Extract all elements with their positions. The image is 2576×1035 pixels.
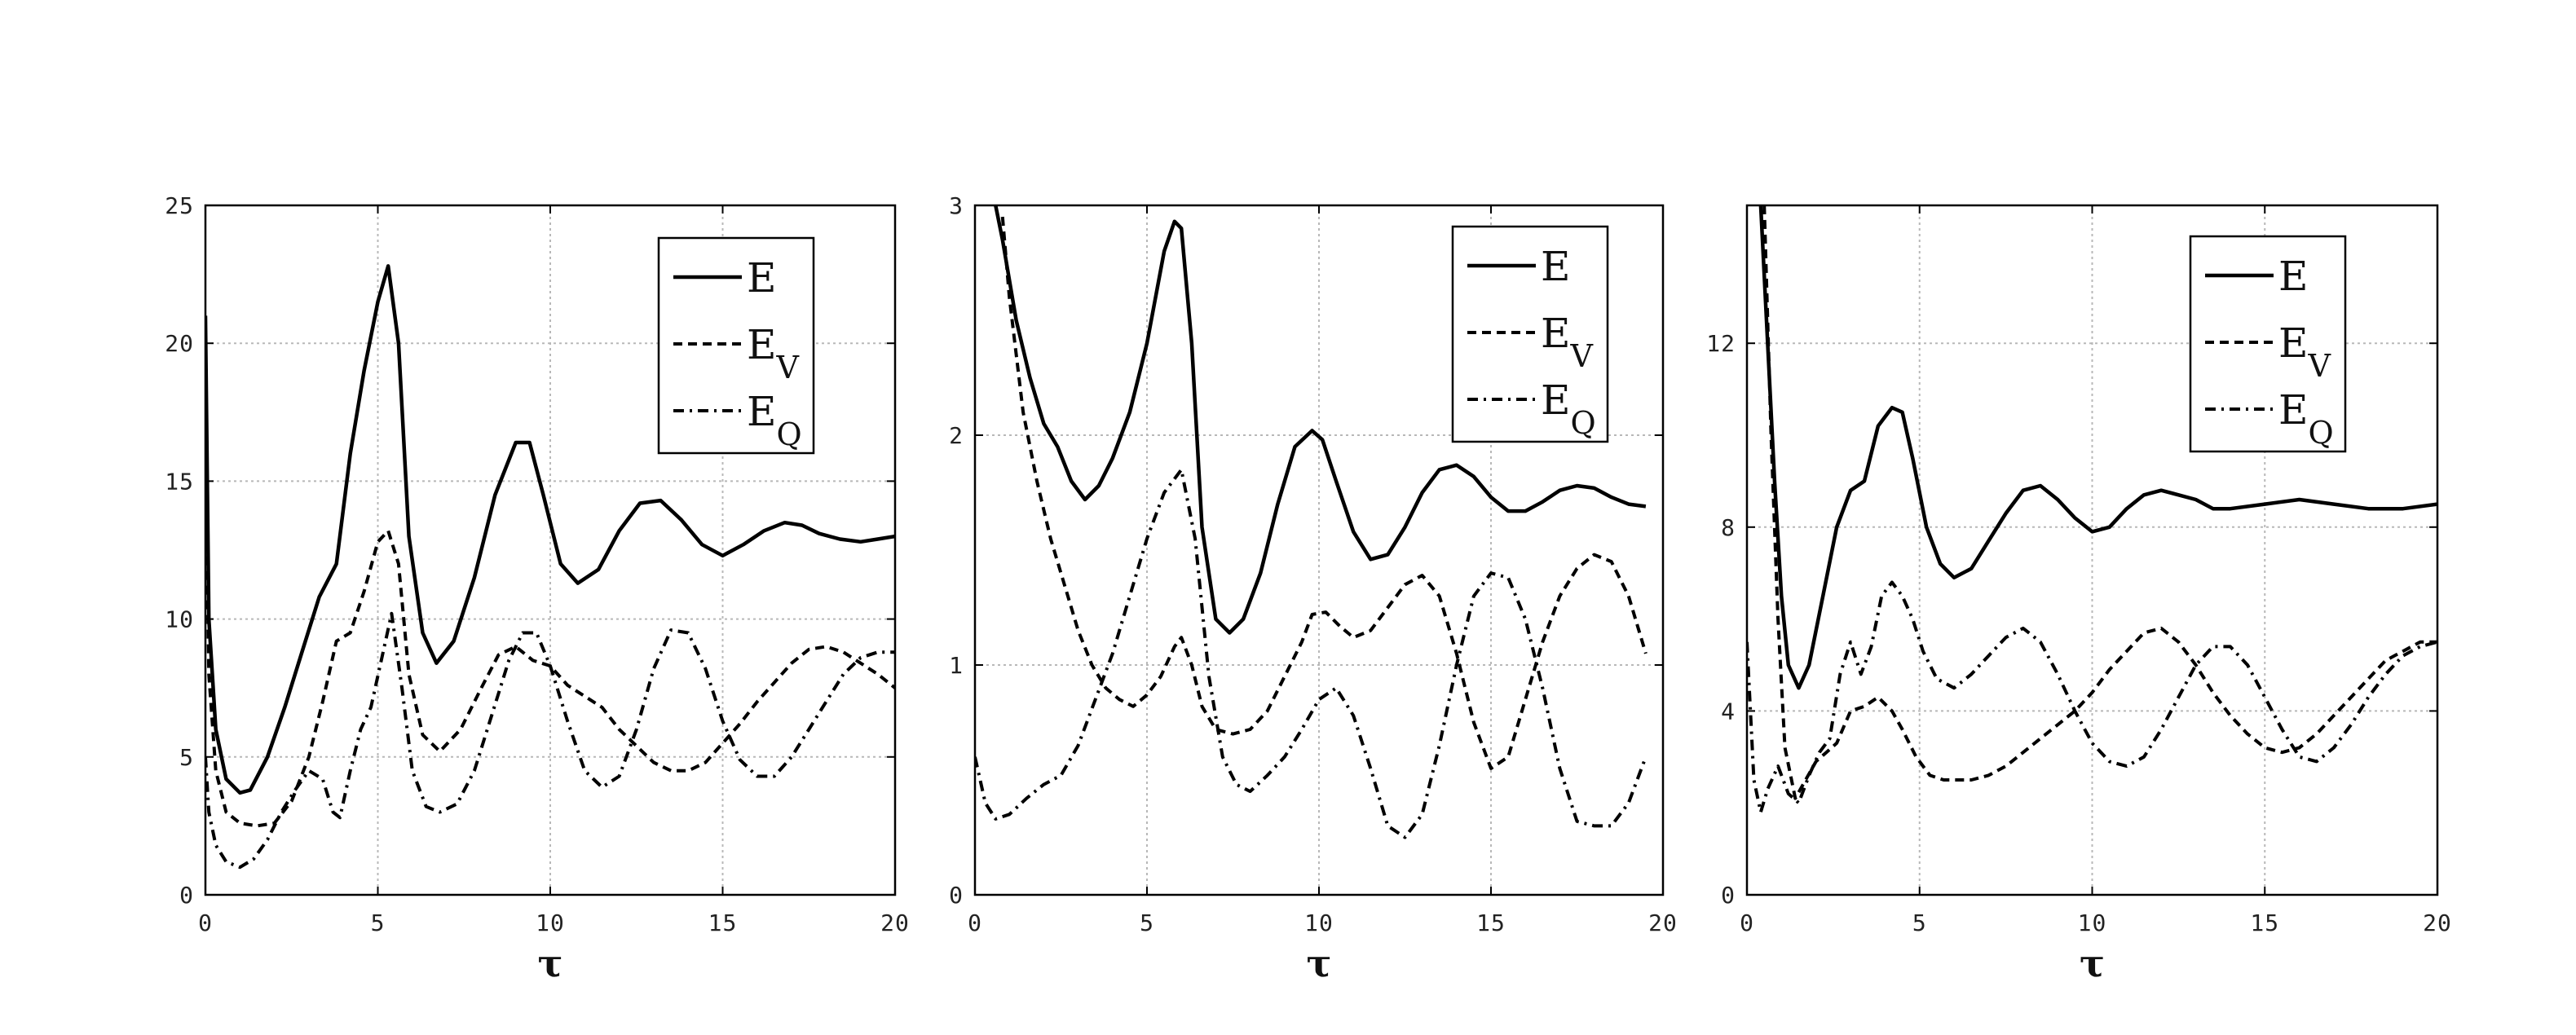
y-tick-label: 15	[165, 468, 194, 495]
legend-label: E	[747, 254, 777, 302]
series-line-e	[1758, 205, 2437, 690]
series-line-e	[205, 264, 895, 795]
plot-frame	[973, 204, 1665, 896]
y-tick-label: 5	[179, 744, 194, 771]
y-tick-label: 8	[1721, 514, 1736, 541]
legend-label: E	[2278, 253, 2309, 300]
y-tick-label: 12	[1706, 330, 1736, 357]
plot-frame	[204, 204, 897, 896]
x-tick-label: 20	[1648, 909, 1678, 936]
x-tick-label: 5	[1140, 909, 1154, 936]
x-tick-label: 15	[708, 909, 738, 936]
x-tick-label: 10	[2078, 909, 2107, 936]
x-tick-label: 10	[1304, 909, 1334, 936]
series-group	[975, 205, 1647, 839]
x-tick-label: 0	[968, 909, 982, 936]
x-tick-label: 10	[536, 909, 565, 936]
x-axis-label: τ	[2080, 941, 2105, 985]
series-line-e-q	[1747, 580, 2437, 814]
y-tick-label: 2	[949, 422, 964, 449]
series-line-e	[994, 205, 1647, 635]
legend-label: E	[1541, 243, 1571, 290]
plot-frame	[1745, 204, 2439, 896]
legend-label-subscript: Q	[1571, 405, 1596, 441]
y-tick-label: 1	[949, 652, 964, 679]
legend-label-subscript: Q	[777, 416, 802, 452]
y-tick-label: 3	[949, 192, 964, 219]
x-tick-label: 5	[371, 909, 386, 936]
series-line-e-v	[1762, 205, 2437, 800]
y-tick-label: 4	[1721, 698, 1736, 724]
x-tick-label: 0	[198, 909, 213, 936]
series-line-e-q	[975, 468, 1647, 839]
x-tick-label: 15	[1476, 909, 1506, 936]
x-axis-label: τ	[538, 941, 563, 985]
series-group	[1747, 205, 2437, 814]
series-line-e-v	[1000, 216, 1647, 770]
series-line-e-q	[205, 611, 895, 870]
x-tick-label: 20	[880, 909, 910, 936]
legend-label-subscript: V	[1570, 338, 1594, 374]
legend-label-subscript: V	[776, 350, 800, 385]
y-tick-label: 20	[165, 330, 194, 357]
series-group	[205, 264, 895, 870]
y-tick-label: 0	[179, 882, 194, 909]
x-tick-label: 0	[1740, 909, 1754, 936]
x-axis-label: τ	[1307, 941, 1332, 985]
x-tick-label: 20	[2423, 909, 2452, 936]
x-tick-label: 15	[2250, 909, 2279, 936]
y-tick-label: 0	[1721, 882, 1736, 909]
legend-label-subscript: Q	[2309, 415, 2334, 451]
y-tick-label: 0	[949, 882, 964, 909]
y-tick-label: 10	[165, 606, 194, 633]
y-tick-label: 25	[165, 192, 194, 219]
x-tick-label: 5	[1912, 909, 1927, 936]
legend-label-subscript: V	[2308, 348, 2331, 384]
